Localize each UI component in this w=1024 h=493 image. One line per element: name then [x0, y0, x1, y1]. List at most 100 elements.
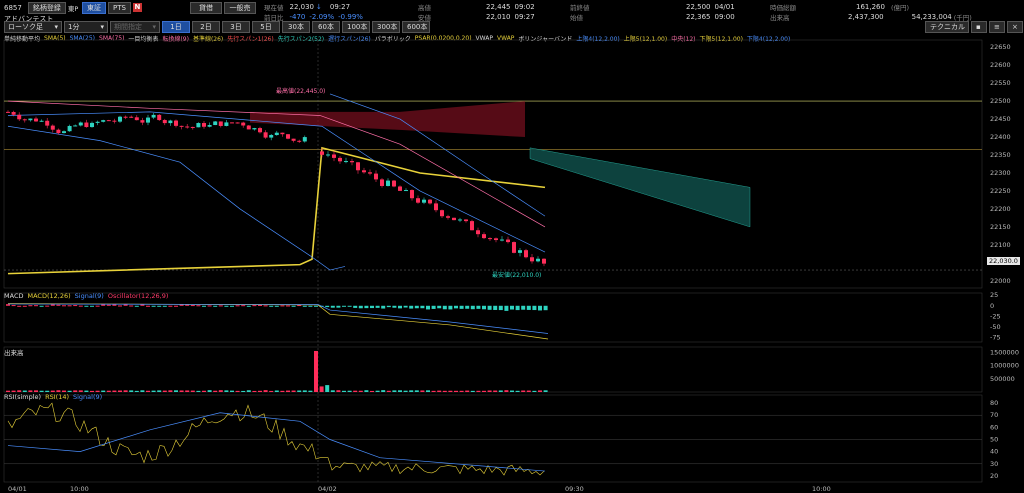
candle-body — [67, 125, 72, 132]
candle-body — [168, 120, 173, 124]
news-icon[interactable]: N — [132, 3, 142, 12]
range-1d[interactable]: 1日 — [162, 20, 190, 33]
toolbar: ローソク足 ▾ 1分 ▾ 期間指定 ▾ 1日 2日 3日 5日 30本 60本 100… — [4, 20, 432, 33]
legend-item[interactable]: 先行スパン2(52) — [277, 35, 325, 43]
legend-item[interactable]: 上限4(12,2.00) — [576, 35, 620, 43]
legend-item[interactable]: 遅行スパン(26) — [328, 35, 371, 43]
bollinger-upper-line — [329, 93, 546, 217]
chart-type-select[interactable]: ローソク足 ▾ — [4, 20, 62, 33]
candle-body — [6, 111, 10, 113]
rsi-legend-item[interactable]: RSI(simple) — [4, 393, 42, 401]
legend-item[interactable]: 転換線(9) — [162, 35, 189, 43]
legend-item[interactable]: PSAR(0.0200,0.20) — [414, 34, 472, 42]
close-icon[interactable]: × — [1007, 20, 1023, 33]
range-30[interactable]: 30本 — [282, 20, 310, 33]
technical-button[interactable]: テクニカル — [925, 20, 969, 33]
margin-button[interactable]: 貸借 — [190, 1, 222, 14]
legend-item[interactable]: SMA(5) — [44, 34, 66, 42]
legend-item[interactable]: VWAP — [475, 34, 493, 42]
macd-bar — [129, 305, 134, 307]
volume-bar — [78, 390, 83, 392]
volume-bar — [241, 390, 246, 392]
legend-item[interactable]: 中央(12) — [671, 35, 696, 43]
macd-legend-item[interactable]: Signal(9) — [74, 292, 104, 300]
volume-bar — [95, 390, 100, 392]
macd-bar — [459, 305, 464, 309]
tab-tse[interactable]: 東証 — [82, 1, 106, 14]
register-button[interactable]: 銘柄登録 — [27, 1, 66, 14]
price-tick-label: 22650 — [990, 43, 1011, 51]
price-tick-label: 22350 — [990, 151, 1011, 159]
macd-legend-item[interactable]: MACD(12,26) — [27, 292, 71, 300]
volume-bar — [56, 390, 61, 392]
legend-item[interactable]: 下限5(12,1.00) — [699, 35, 743, 43]
range-5d[interactable]: 5日 — [252, 20, 280, 33]
candle-body — [326, 154, 330, 156]
volume-bar — [39, 390, 44, 392]
period-select[interactable]: 期間指定 ▾ — [110, 20, 160, 33]
indicator-legend: 単純移動平均 SMA(5) SMA(25) SMA(75) 一目均衡表 転換線(9) 基準線… — [4, 34, 794, 43]
candle-body — [34, 118, 38, 122]
legend-item[interactable]: SMA(25) — [69, 34, 96, 42]
candle-body — [410, 190, 414, 199]
macd-legend-item[interactable]: Oscillator(12,26,9) — [107, 292, 169, 300]
legend-item[interactable]: 単純移動平均 — [4, 35, 41, 43]
time-tick-label: 09:30 — [565, 485, 584, 493]
macd-bar — [437, 305, 442, 309]
legend-item[interactable]: パラボリック — [374, 35, 411, 43]
range-3d[interactable]: 3日 — [222, 20, 250, 33]
candle-body — [374, 173, 378, 180]
macd-bar — [168, 305, 173, 307]
time-tick-label: 10:00 — [812, 485, 831, 493]
range-60[interactable]: 60本 — [312, 20, 340, 33]
tab-pts[interactable]: PTS — [108, 1, 131, 14]
settings-icon[interactable]: ▪ — [971, 20, 987, 33]
volume-bar — [442, 390, 447, 392]
candle-body — [428, 199, 432, 204]
candle-body — [386, 180, 390, 186]
macd-tick-label: -25 — [990, 312, 1001, 320]
macd-bar — [347, 305, 352, 307]
rsi-legend-item[interactable]: RSI(14) — [45, 393, 69, 401]
range-600[interactable]: 600本 — [402, 20, 430, 33]
general-sell-button[interactable]: 一般売 — [224, 1, 256, 14]
legend-item[interactable]: 先行スパン1(26) — [227, 35, 274, 43]
time-tick-label: 04/02 — [318, 485, 337, 493]
legend-item[interactable]: VWAP — [496, 34, 515, 42]
range-100[interactable]: 100本 — [342, 20, 370, 33]
ichimoku-cloud — [529, 147, 751, 228]
candle-body — [350, 161, 354, 163]
legend-item[interactable]: 一目均衡表 — [128, 35, 159, 43]
macd-bar — [134, 305, 139, 307]
candle-body — [512, 242, 516, 253]
legend-item[interactable]: 上限5(12,1.00) — [623, 35, 668, 43]
volume-bar — [476, 390, 481, 392]
candle-body — [95, 121, 100, 123]
volume-bar — [420, 390, 425, 392]
macd-bar — [370, 305, 374, 309]
list-icon[interactable]: ≡ — [989, 20, 1005, 33]
macd-bar — [258, 304, 262, 306]
macd-bar — [56, 304, 61, 306]
candle-body — [56, 129, 61, 134]
macd-bar — [375, 305, 380, 308]
rsi-legend-item[interactable]: Signal(9) — [73, 393, 103, 401]
interval-select[interactable]: 1分 ▾ — [64, 20, 108, 33]
macd-bar — [342, 305, 346, 307]
legend-item[interactable]: 基準線(26) — [192, 35, 224, 43]
volume-bar — [498, 390, 503, 392]
volume-bar — [269, 390, 274, 392]
macd-tick-label: -50 — [990, 323, 1001, 331]
volume-bar — [470, 390, 475, 392]
legend-item[interactable]: 下限4(12,2.00) — [746, 35, 791, 43]
macd-legend-item[interactable]: MACD — [4, 292, 24, 300]
candle-body — [118, 116, 122, 122]
volume-bar — [454, 390, 458, 392]
range-300[interactable]: 300本 — [372, 20, 400, 33]
legend-item[interactable]: ボリンジャーバンド — [518, 35, 573, 43]
volume-bar — [409, 390, 414, 392]
range-2d[interactable]: 2日 — [192, 20, 220, 33]
candle-body — [274, 132, 279, 136]
legend-item[interactable]: SMA(75) — [99, 34, 125, 42]
